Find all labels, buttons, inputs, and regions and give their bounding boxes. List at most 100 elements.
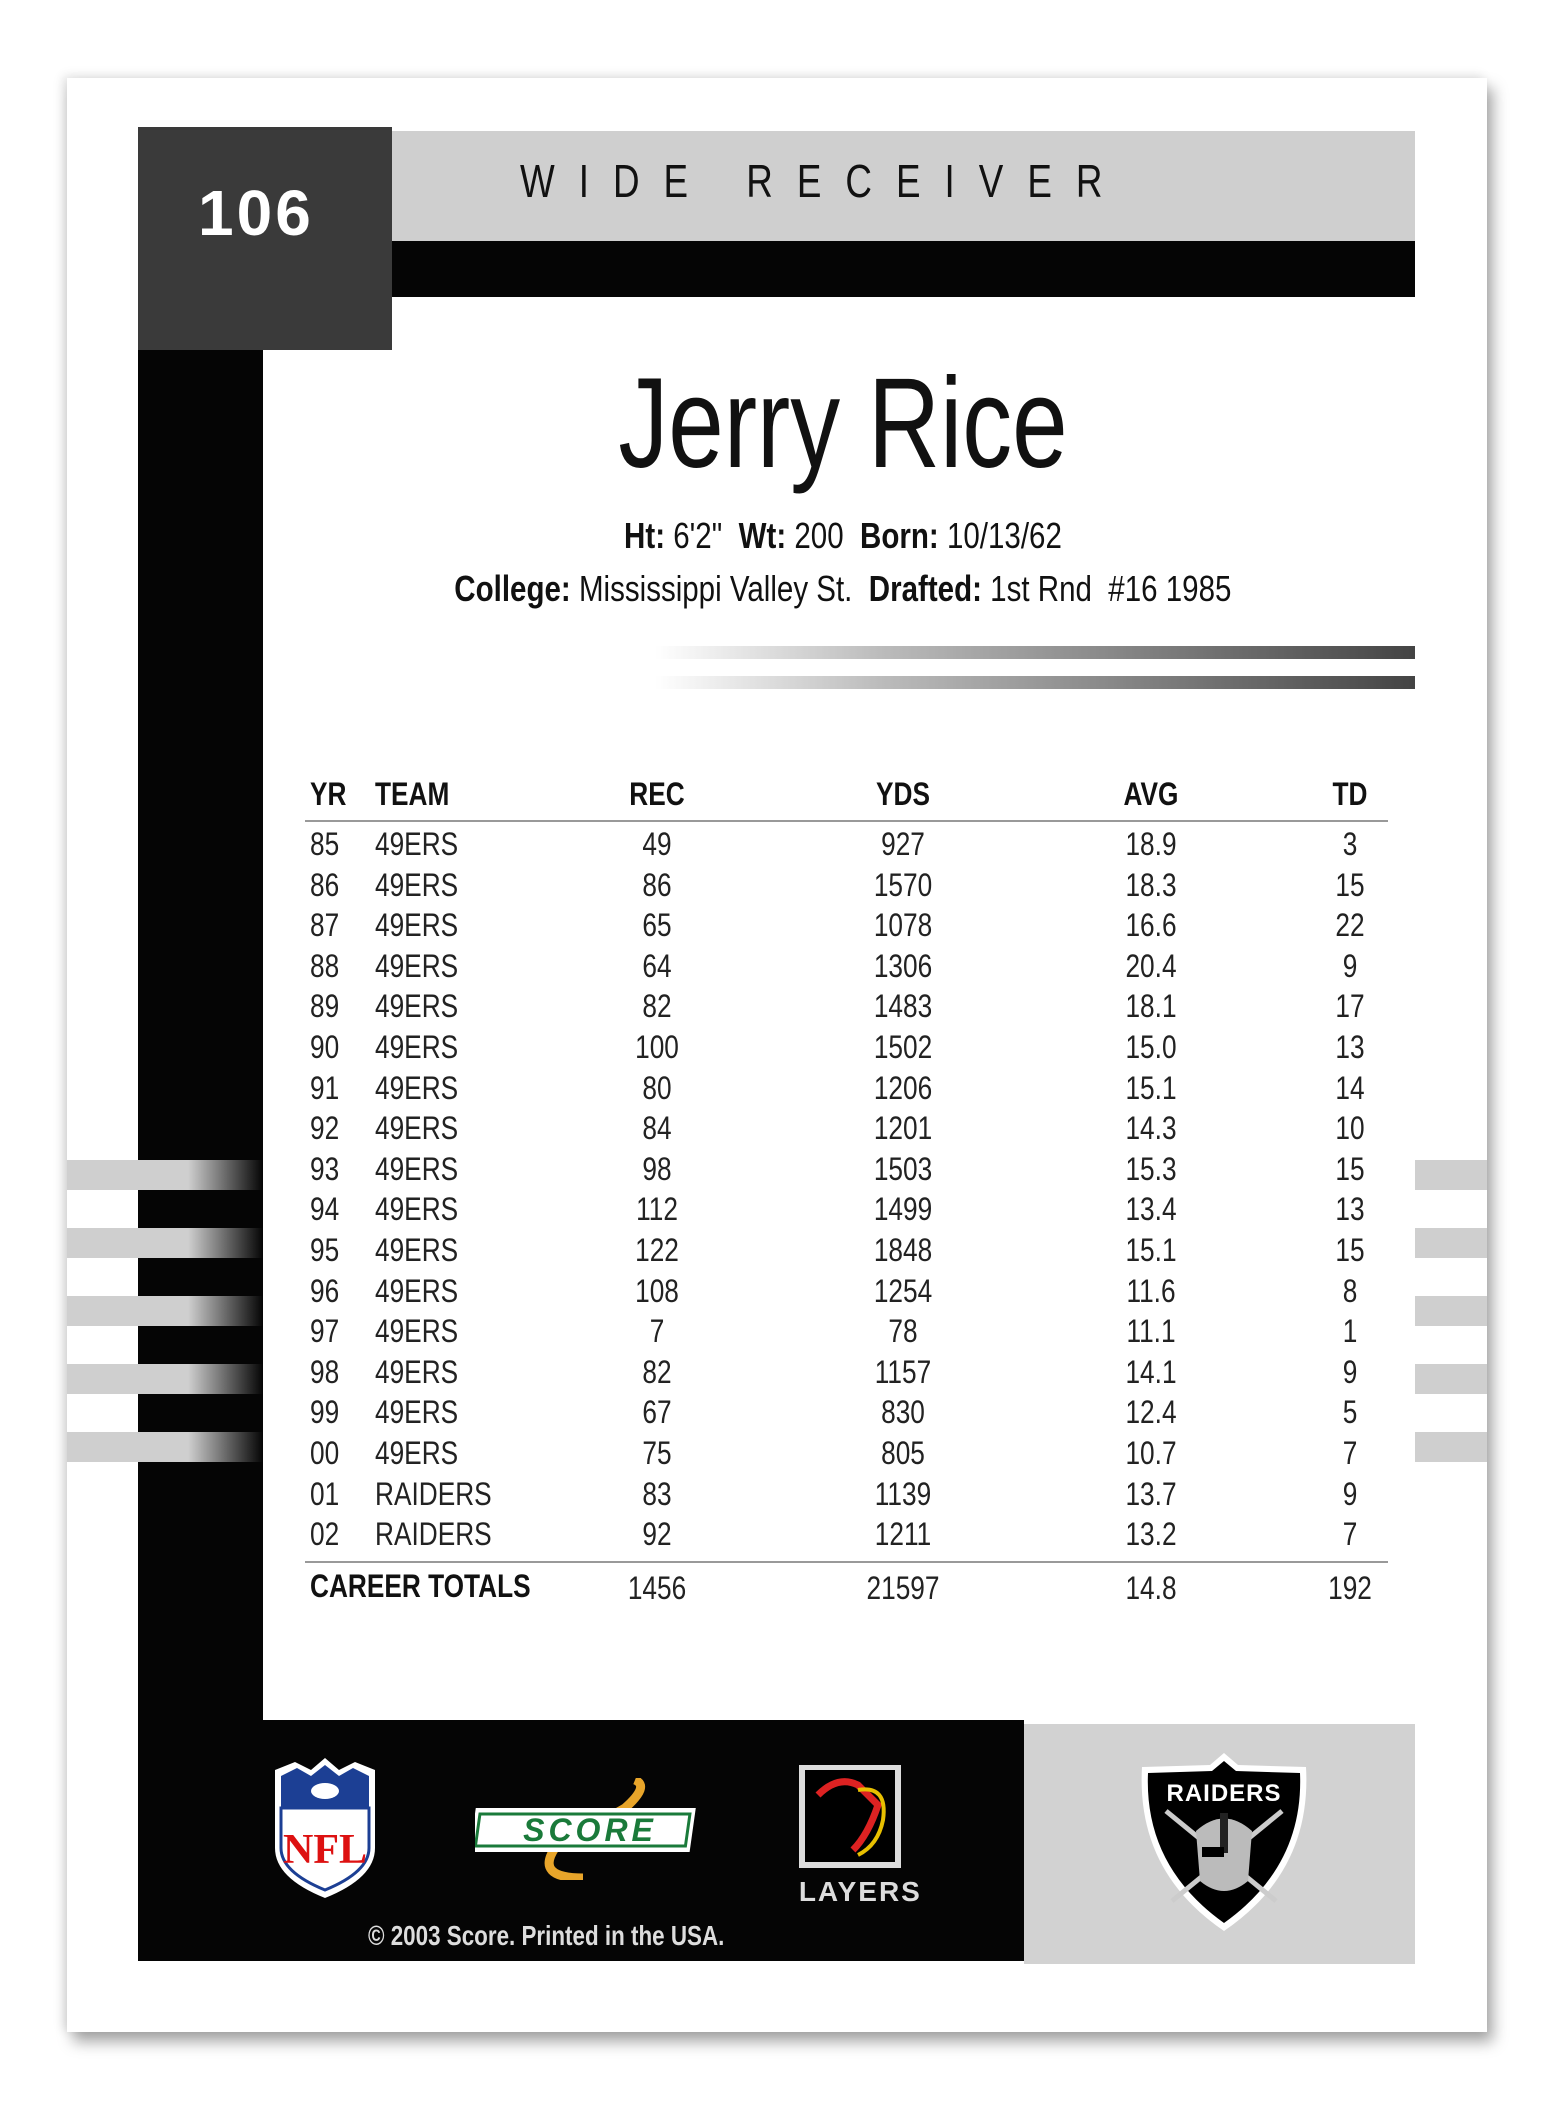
card-number: 106	[198, 177, 314, 249]
cell-td: 7	[1342, 1435, 1358, 1471]
cell-yds: 1157	[874, 1353, 932, 1390]
cell-year: 91	[310, 1069, 340, 1106]
born-label: Born:	[860, 515, 939, 556]
cell-year: 97	[310, 1313, 340, 1350]
cell-team: 49ERS	[375, 826, 459, 862]
cell-team: 49ERS	[375, 947, 459, 984]
cell-team: 49ERS	[375, 907, 459, 944]
cell-rec: 82	[642, 1353, 672, 1390]
player-name-wrap: Jerry Rice	[263, 350, 1423, 497]
number-block-extension	[138, 297, 263, 350]
ht-value: 6'2"	[673, 515, 723, 556]
cell-td: 10	[1335, 1110, 1365, 1147]
table-rule	[305, 820, 1388, 822]
cell-team: 49ERS	[375, 1150, 459, 1187]
side-stripe	[67, 1364, 138, 1394]
left-black-column	[138, 127, 263, 1961]
cell-avg: 15.3	[1125, 1150, 1177, 1187]
cell-avg: 12.4	[1125, 1394, 1177, 1431]
cell-yds: 78	[888, 1313, 918, 1350]
cell-year: 00	[310, 1435, 340, 1471]
cell-td: 3	[1342, 826, 1358, 862]
cell-team: 49ERS	[375, 1191, 459, 1228]
total-rec: 1456	[627, 1570, 687, 1606]
cell-td: 15	[1335, 866, 1365, 903]
cell-team: 49ERS	[375, 1394, 459, 1431]
cell-year: 93	[310, 1150, 340, 1187]
cell-td: 15	[1335, 1150, 1365, 1187]
cell-td: 15	[1335, 1232, 1365, 1268]
cell-rec: 108	[635, 1272, 679, 1309]
cell-avg: 11.6	[1126, 1272, 1176, 1309]
player-name: Jerry Rice	[618, 352, 1068, 495]
player-position: WIDE RECEIVER	[520, 155, 1127, 207]
cell-td: 9	[1342, 947, 1358, 984]
cell-team: 49ERS	[375, 1232, 459, 1268]
header-avg: AVG	[1123, 776, 1179, 812]
cell-rec: 122	[635, 1232, 679, 1268]
cell-avg: 13.2	[1125, 1516, 1177, 1553]
cell-avg: 11.1	[1126, 1313, 1176, 1350]
header-year: YR	[310, 776, 347, 812]
wt-value: 200	[794, 515, 844, 556]
cell-year: 94	[310, 1191, 340, 1228]
cell-year: 01	[310, 1475, 340, 1512]
cell-yds: 1306	[873, 947, 933, 984]
cell-yds: 1254	[873, 1272, 933, 1309]
players-inc-logo-icon: PLAYERS	[798, 1765, 922, 1905]
cell-yds: 1211	[874, 1516, 932, 1553]
cell-rec: 7	[649, 1313, 665, 1350]
cell-year: 86	[310, 866, 340, 903]
cell-yds: 1570	[873, 866, 933, 903]
cell-rec: 100	[635, 1029, 679, 1065]
cell-yds: 1848	[873, 1232, 933, 1268]
svg-text:RAIDERS: RAIDERS	[1166, 1780, 1281, 1807]
cell-td: 13	[1335, 1191, 1365, 1228]
total-td: 192	[1328, 1570, 1372, 1606]
cell-yds: 927	[881, 826, 925, 862]
cell-year: 87	[310, 907, 340, 944]
cell-td: 5	[1342, 1394, 1358, 1431]
header-black-band	[392, 241, 1415, 297]
career-totals-label: CAREER TOTALS	[310, 1568, 531, 1604]
header-td: TD	[1332, 776, 1368, 812]
position-header	[392, 131, 1415, 241]
svg-text:PLAYERS: PLAYERS	[798, 1876, 922, 1905]
cell-year: 99	[310, 1394, 340, 1431]
cell-td: 14	[1335, 1069, 1365, 1106]
cell-team: 49ERS	[375, 1353, 459, 1390]
cell-yds: 1206	[873, 1069, 933, 1106]
cell-rec: 84	[642, 1110, 672, 1147]
college-label: College:	[454, 568, 571, 609]
table-rule	[305, 1561, 1388, 1563]
cell-rec: 92	[642, 1516, 672, 1553]
cell-year: 85	[310, 826, 340, 862]
divider-gradient	[655, 676, 1415, 689]
cell-team: 49ERS	[375, 1313, 459, 1350]
cell-td: 22	[1335, 907, 1365, 944]
cell-year: 98	[310, 1353, 340, 1390]
cell-year: 96	[310, 1272, 340, 1309]
cell-avg: 14.3	[1125, 1110, 1177, 1147]
cell-yds: 1503	[873, 1150, 933, 1187]
cell-team: RAIDERS	[375, 1516, 492, 1553]
cell-td: 9	[1342, 1475, 1358, 1512]
cell-year: 90	[310, 1029, 340, 1065]
raiders-logo-icon: RAIDERS	[1141, 1753, 1307, 1931]
nfl-logo-icon: NFL	[275, 1758, 375, 1898]
cell-yds: 1078	[873, 907, 933, 944]
cell-yds: 1499	[873, 1191, 933, 1228]
side-stripe	[67, 1432, 138, 1462]
cell-rec: 86	[642, 866, 672, 903]
cell-team: 49ERS	[375, 988, 459, 1025]
side-stripe	[138, 1296, 263, 1326]
cell-td: 8	[1342, 1272, 1358, 1309]
side-stripe	[1415, 1228, 1487, 1258]
cell-team: 49ERS	[375, 1029, 459, 1065]
cell-year: 92	[310, 1110, 340, 1147]
cell-avg: 15.1	[1125, 1069, 1177, 1106]
header-team: TEAM	[375, 776, 450, 812]
cell-team: RAIDERS	[375, 1475, 492, 1512]
side-stripe	[1415, 1364, 1487, 1394]
copyright-text: © 2003 Score. Printed in the USA.	[368, 1920, 725, 1951]
